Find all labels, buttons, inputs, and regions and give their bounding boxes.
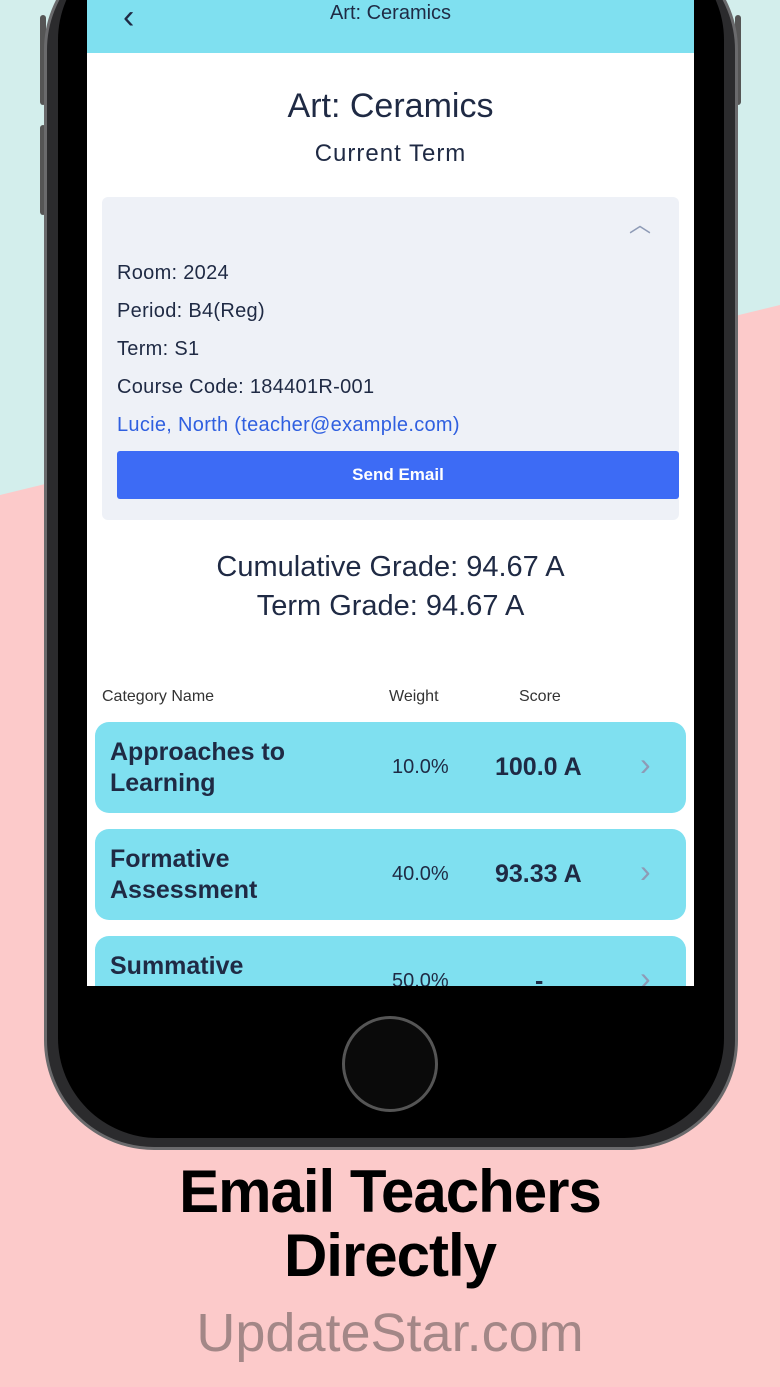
category-score: 100.0 A (495, 753, 582, 781)
nav-bar: ‹ Art: Ceramics (87, 0, 694, 53)
watermark: UpdateStar.com (196, 1303, 584, 1363)
category-name: Formative Assessment (110, 845, 258, 904)
nav-title: Art: Ceramics (329, 2, 452, 24)
category-weight: 10.0% (392, 756, 449, 778)
app-screen: ‹ Art: Ceramics Art: Ceramics Current Te… (87, 0, 694, 986)
cumulative-grade: Cumulative Grade: 94.67 A (216, 551, 565, 583)
category-weight: 50.0% (392, 970, 449, 986)
chevron-up-icon[interactable]: ︿ (628, 212, 651, 237)
course-details-card: ︿ Room: 2024 Period: B4(Reg) Term: S1 Co… (102, 197, 679, 520)
category-row[interactable]: Formative Assessment 40.0% 93.33 A › (95, 829, 686, 920)
category-weight: 40.0% (392, 863, 449, 885)
period: Period: B4(Reg) (117, 300, 265, 322)
term: Term: S1 (117, 338, 200, 360)
page-title: Art: Ceramics (287, 87, 494, 125)
chevron-right-icon: › (640, 746, 651, 782)
header-weight: Weight (389, 688, 439, 705)
term-grade: Term Grade: 94.67 A (256, 590, 525, 622)
home-button[interactable] (342, 1016, 438, 1112)
chevron-left-icon[interactable]: ‹ (123, 0, 135, 36)
category-row[interactable]: Approaches to Learning 10.0% 100.0 A › (95, 722, 686, 813)
header-score: Score (519, 688, 561, 705)
promo-caption: Email Teachers Directly (179, 1158, 602, 1289)
send-email-button[interactable]: Send Email (117, 451, 679, 499)
category-name: Summative (110, 952, 244, 980)
chevron-right-icon: › (640, 853, 651, 889)
header-category: Category Name (102, 688, 215, 705)
category-score: 93.33 A (495, 860, 582, 888)
chevron-right-icon: › (640, 960, 651, 986)
category-name: Approaches to Learning (110, 738, 286, 797)
power-button (735, 15, 741, 105)
room: Room: 2024 (117, 262, 229, 284)
category-row[interactable]: Summative 50.0% - › (95, 936, 686, 986)
volume-button (40, 125, 46, 215)
course-code: Course Code: 184401R-001 (117, 376, 375, 398)
teacher-email-link[interactable]: Lucie, North (teacher@example.com) (117, 414, 460, 436)
category-score: - (535, 967, 544, 986)
page-subtitle: Current Term (314, 140, 467, 167)
volume-button (40, 15, 46, 105)
